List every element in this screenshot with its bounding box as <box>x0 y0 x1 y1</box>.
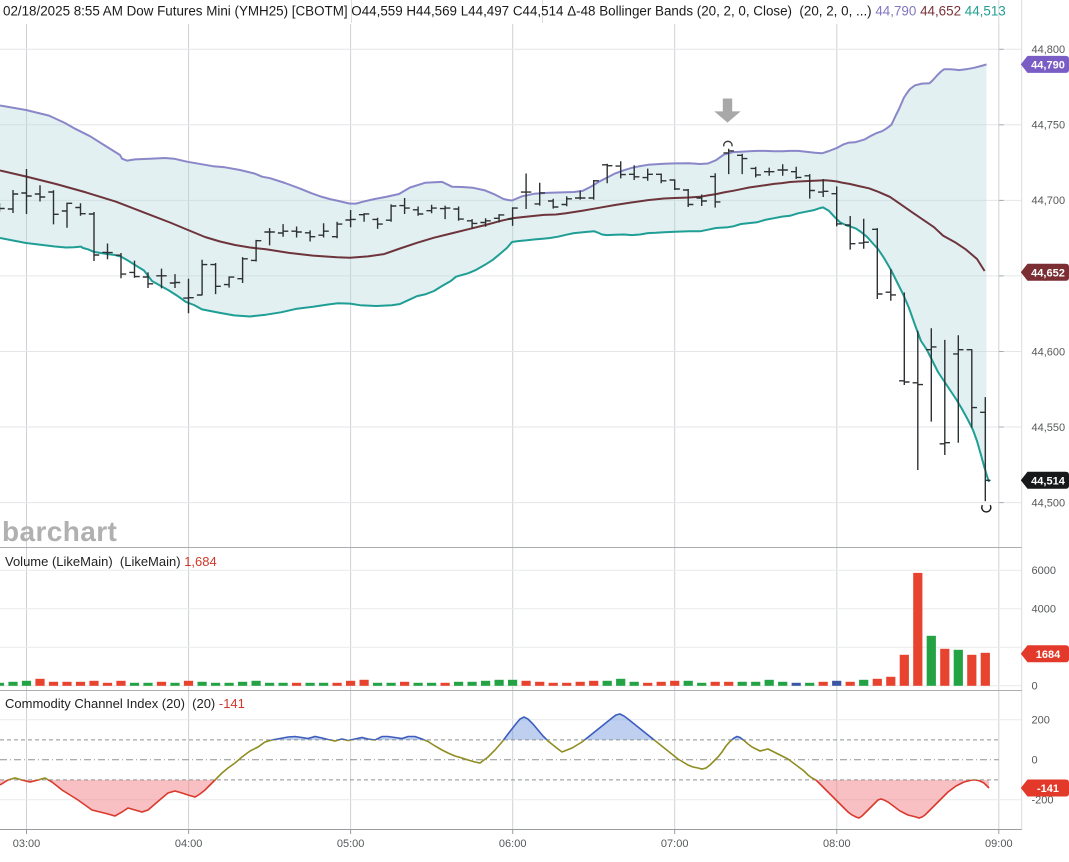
svg-text:-200: -200 <box>1032 795 1054 807</box>
svg-text:6000: 6000 <box>1032 565 1056 577</box>
svg-text:05:00: 05:00 <box>337 838 365 850</box>
svg-text:02/18/2025 8:55 AM Dow Futures: 02/18/2025 8:55 AM Dow Futures Mini (YMH… <box>3 4 1006 19</box>
svg-text:07:00: 07:00 <box>661 838 689 850</box>
svg-text:0: 0 <box>1032 755 1038 767</box>
svg-text:200: 200 <box>1032 715 1050 727</box>
svg-text:44,800: 44,800 <box>1032 44 1066 56</box>
svg-text:08:00: 08:00 <box>823 838 851 850</box>
svg-text:44,750: 44,750 <box>1032 120 1066 132</box>
svg-text:44,500: 44,500 <box>1032 497 1066 509</box>
svg-text:44,652: 44,652 <box>1031 267 1065 279</box>
svg-text:44,700: 44,700 <box>1032 195 1066 207</box>
svg-text:Volume (LikeMain) (LikeMain): Volume (LikeMain) (LikeMain) 1,684 <box>5 554 217 569</box>
svg-text:-141: -141 <box>1037 783 1059 795</box>
svg-text:4000: 4000 <box>1032 604 1056 616</box>
svg-text:44,600: 44,600 <box>1032 346 1066 358</box>
svg-text:1684: 1684 <box>1036 649 1061 661</box>
svg-text:09:00: 09:00 <box>985 838 1013 850</box>
svg-text:Commodity Channel Index (20): Commodity Channel Index (20) (20) -141 <box>5 696 245 711</box>
svg-text:0: 0 <box>1032 681 1038 693</box>
svg-text:04:00: 04:00 <box>175 838 203 850</box>
svg-text:44,790: 44,790 <box>1031 59 1065 71</box>
svg-text:barchart: barchart <box>2 516 117 547</box>
svg-text:06:00: 06:00 <box>499 838 527 850</box>
svg-text:03:00: 03:00 <box>13 838 41 850</box>
svg-text:44,514: 44,514 <box>1031 475 1066 487</box>
svg-text:44,550: 44,550 <box>1032 422 1066 434</box>
